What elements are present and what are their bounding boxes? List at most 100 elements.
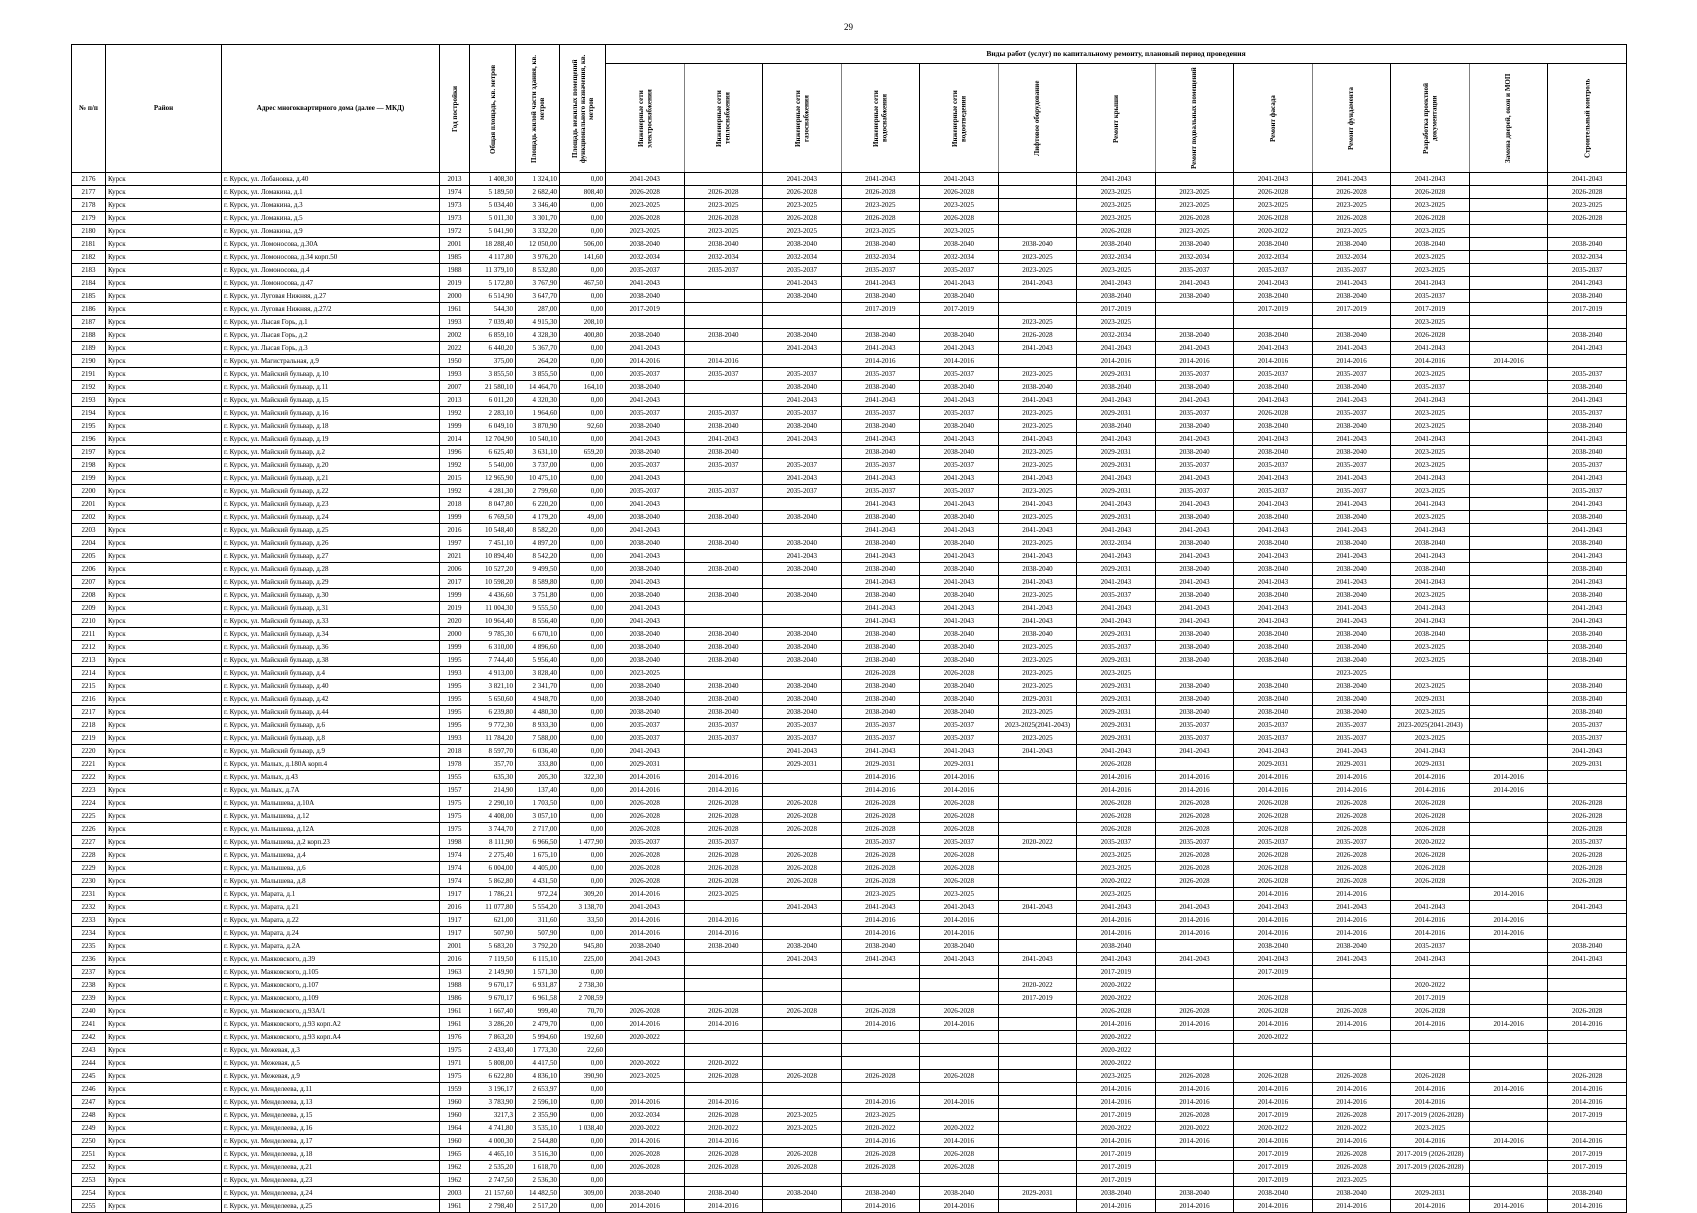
cell: 2041-2043 xyxy=(840,900,921,914)
cell: 2035-2037 xyxy=(1311,263,1392,277)
cell: 2041-2043 xyxy=(1154,497,1235,511)
cell xyxy=(1468,900,1549,914)
cell xyxy=(840,315,921,329)
cell: 2041-2043 xyxy=(1154,393,1235,407)
cell: 2014-2016 xyxy=(1311,770,1392,784)
cell: 2 433,40 xyxy=(469,1043,516,1057)
cell: 2035-2037 xyxy=(1311,484,1392,498)
cell xyxy=(762,770,842,784)
cell: Курск xyxy=(105,458,222,472)
cell: 2014-2016 xyxy=(840,770,921,784)
cell: 2014-2016 xyxy=(840,783,921,797)
cell: 2014-2016 xyxy=(683,1134,764,1148)
cell: 0,00 xyxy=(559,198,606,212)
cell: 2035-2037 xyxy=(683,367,764,381)
cell xyxy=(762,315,842,329)
cell xyxy=(762,445,842,459)
cell: 2026-2028 xyxy=(605,1147,685,1161)
cell xyxy=(1468,497,1549,511)
cell: 7 451,10 xyxy=(469,536,516,550)
cell: Курск xyxy=(105,874,222,888)
cell: 2035-2037 xyxy=(1311,458,1392,472)
cell: 2014-2016 xyxy=(1547,1134,1627,1148)
table-row: 2210 Курск г. Курск, ул. Майский бульвар, … xyxy=(71,614,1627,628)
cell: 2026-2028 xyxy=(1154,848,1235,862)
cell: 6 859,10 xyxy=(469,328,516,342)
cell: 2014-2016 xyxy=(919,1199,999,1213)
cell: 2041-2043 xyxy=(840,172,921,186)
cell: Курск xyxy=(105,198,222,212)
cell: 2029-2031 xyxy=(1311,757,1392,771)
cell: 2038-2040 xyxy=(997,380,1078,394)
cell xyxy=(997,1199,1078,1213)
cell: 2026-2028 xyxy=(840,666,921,680)
cell: 2017-2019 xyxy=(1233,1173,1313,1187)
cell: 2014-2016 xyxy=(1468,887,1549,901)
cell: 2026-2028 xyxy=(683,1004,764,1018)
cell: 2014-2016 xyxy=(1468,1134,1549,1148)
cell xyxy=(683,523,764,537)
cell: г. Курск, ул. Майский бульвар, д.22 xyxy=(221,484,440,498)
cell xyxy=(1390,1043,1470,1057)
cell: 2014-2016 xyxy=(1468,354,1549,368)
cell xyxy=(997,302,1078,316)
cell: 2041-2043 xyxy=(1233,744,1313,758)
cell: 2023-2025 xyxy=(1076,1069,1156,1083)
cell: Курск xyxy=(105,341,222,355)
cell: 2017-2019 xyxy=(840,302,921,316)
cell: 92,60 xyxy=(559,419,606,433)
cell: 0,00 xyxy=(559,874,606,888)
cell: 2227 xyxy=(71,835,106,849)
cell xyxy=(1311,315,1392,329)
cell: 2023-2025 xyxy=(1390,419,1470,433)
cell xyxy=(1547,1030,1627,1044)
cell: 1 571,30 xyxy=(515,965,560,979)
cell: 2035-2037 xyxy=(1547,484,1627,498)
cell: 2014-2016 xyxy=(605,1017,685,1031)
cell: 2038-2040 xyxy=(1233,237,1313,251)
cell: 2026-2028 xyxy=(1233,822,1313,836)
cell: 6 961,58 xyxy=(515,991,560,1005)
cell: 0,00 xyxy=(559,731,606,745)
page-number: 29 xyxy=(844,22,853,32)
cell xyxy=(1468,1108,1549,1122)
cell: 2026-2028 xyxy=(1233,211,1313,225)
cell: 2041-2043 xyxy=(1390,172,1470,186)
cell: 1978 xyxy=(439,757,470,771)
cell: 2026-2028 xyxy=(840,822,921,836)
cell: 2038-2040 xyxy=(1311,536,1392,550)
cell: 2251 xyxy=(71,1147,106,1161)
cell: 1962 xyxy=(439,1160,470,1174)
cell: 2020-2022 xyxy=(1233,1121,1313,1135)
cell: 2020-2022 xyxy=(1233,1030,1313,1044)
cell: 2035-2037 xyxy=(840,367,921,381)
cell: 2038-2040 xyxy=(1233,289,1313,303)
table-row: 2230 Курск г. Курск, ул. Малышева, д.8 1974… xyxy=(71,874,1627,888)
cell: 2041-2043 xyxy=(1233,614,1313,628)
cell: 2029-2031 xyxy=(1390,1186,1470,1200)
cell: 2017-2019 xyxy=(1390,991,1470,1005)
cell: 2026-2028 xyxy=(1390,822,1470,836)
cell: 2014-2016 xyxy=(1390,354,1470,368)
cell: 2041-2043 xyxy=(605,549,685,563)
cell: 2020-2022 xyxy=(1076,874,1156,888)
cell: г. Курск, ул. Малышева, д.2 корп.23 xyxy=(221,835,440,849)
cell: 2026-2028 xyxy=(1154,1108,1235,1122)
cell: 2204 xyxy=(71,536,106,550)
cell: г. Курск, ул. Майский бульвар, д.2 xyxy=(221,445,440,459)
cell xyxy=(683,497,764,511)
cell: Курск xyxy=(105,380,222,394)
cell: 2026-2028 xyxy=(1233,185,1313,199)
cell: 2038-2040 xyxy=(1311,562,1392,576)
cell: 2023-2025 xyxy=(1076,861,1156,875)
cell: 1973 xyxy=(439,211,470,225)
repair-schedule-table-wrap: № п/п Район Адрес многоквартирного дома … xyxy=(71,44,1627,1213)
table-row: 2229 Курск г. Курск, ул. Малышева, д.6 1974… xyxy=(71,861,1627,875)
cell xyxy=(997,1017,1078,1031)
cell: 2023-2025 xyxy=(840,224,921,238)
cell: 1 038,40 xyxy=(559,1121,606,1135)
cell: г. Курск, ул. Менделеева, д.21 xyxy=(221,1160,440,1174)
cell xyxy=(1154,1056,1235,1070)
cell: 2023-2025 xyxy=(1390,445,1470,459)
cell: 2016 xyxy=(439,900,470,914)
